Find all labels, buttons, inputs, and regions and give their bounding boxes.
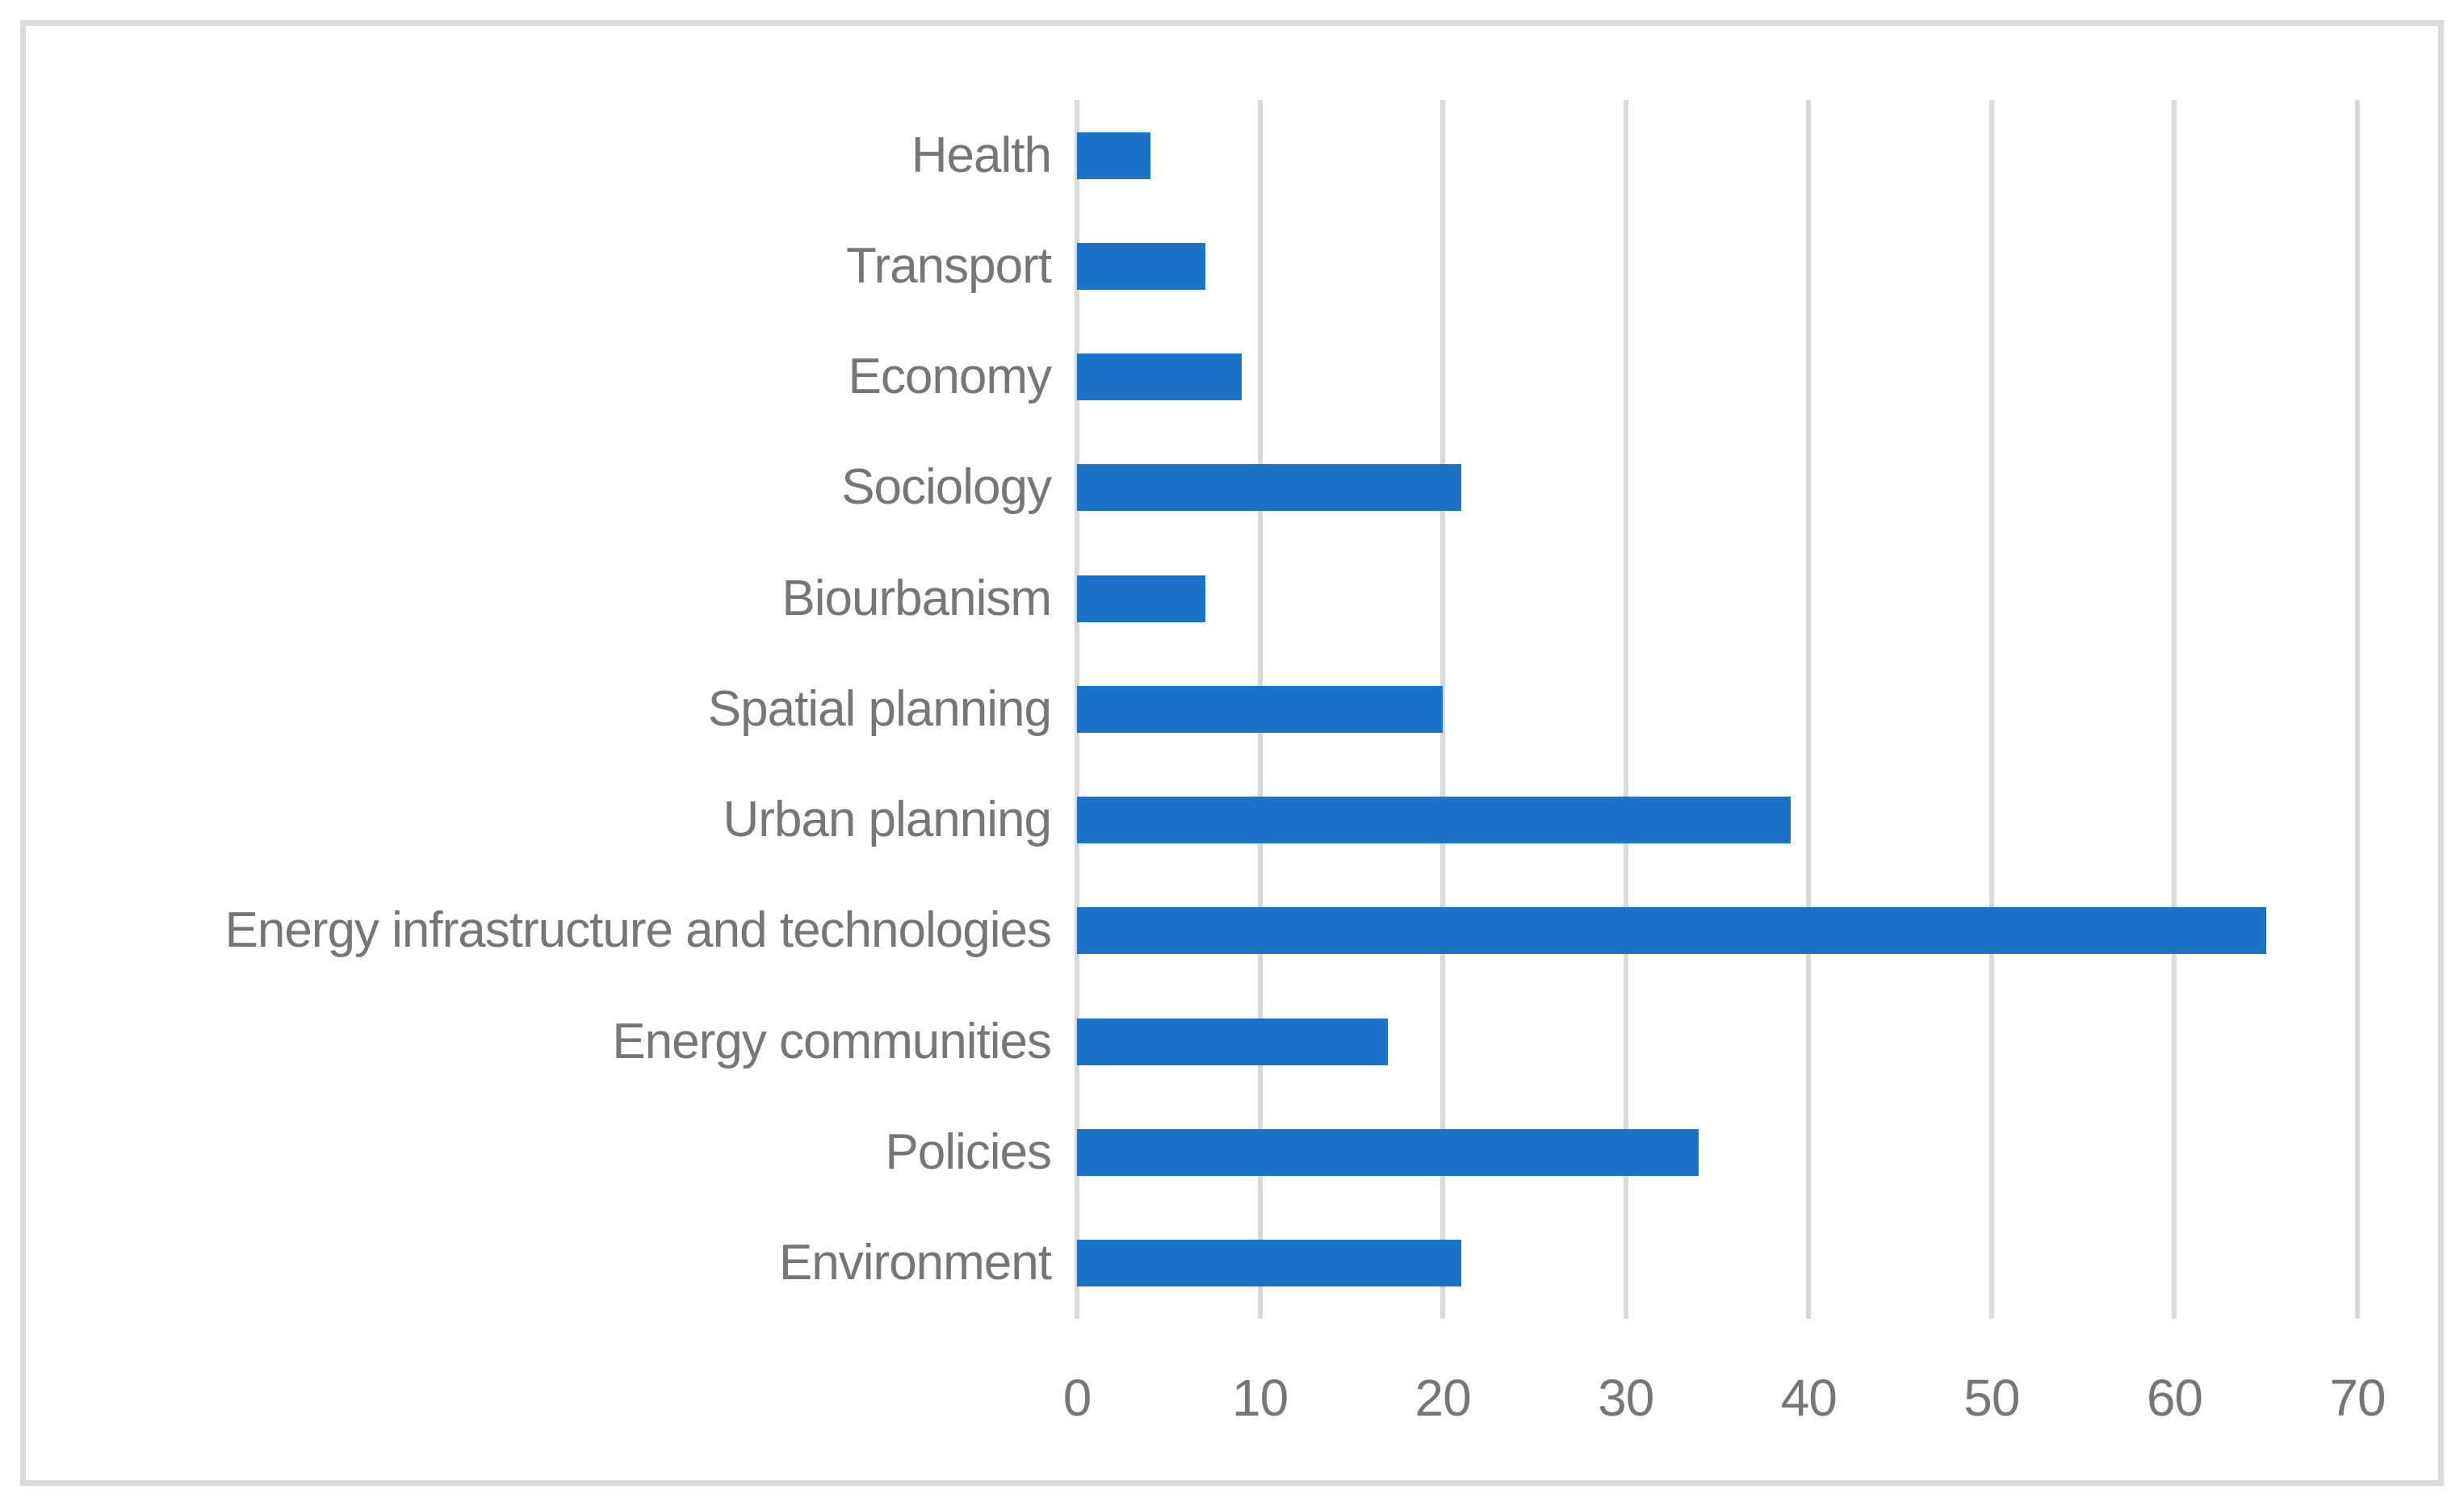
bar-row-energy-infrastructure-and-technologies [1077,876,2357,986]
bar-row-transport [1077,211,2357,321]
category-label-row-economy: Economy [26,322,1052,433]
bar-economy [1077,353,1242,401]
category-label-transport: Transport [845,237,1052,294]
x-tick-label-0: 0 [1062,1369,1092,1427]
category-label-energy-infrastructure-and-technologies: Energy infrastructure and technologies [224,902,1052,959]
bar-policies [1077,1129,1699,1177]
bar-series [1077,100,2357,1319]
category-label-row-environment: Environment [26,1208,1052,1319]
category-label-environment: Environment [778,1235,1052,1291]
value-axis-tick-labels: 0 10 20 30 40 50 60 70 [1063,1366,2386,1430]
x-tick-label-30: 30 [1598,1369,1654,1427]
grid-line-70 [2355,100,2360,1319]
category-label-row-energy-communities: Energy communities [26,986,1052,1097]
category-label-biourbanism: Biourbanism [782,570,1052,626]
chart-frame: Health Transport Economy Sociology Biourbani… [20,20,2444,1486]
category-label-sociology: Sociology [841,459,1052,516]
bar-transport [1077,242,1205,290]
bar-energy-infrastructure-and-technologies [1077,907,2266,955]
grid-line-50 [1988,100,1994,1319]
category-label-urban-planning: Urban planning [723,792,1052,848]
grid-line-60 [2172,100,2177,1319]
grid-line-40 [1806,100,1812,1319]
bar-row-urban-planning [1077,765,2357,876]
category-axis-labels: Health Transport Economy Sociology Biourbani… [26,100,1052,1319]
category-label-row-biourbanism: Biourbanism [26,543,1052,654]
x-tick-label-10: 10 [1231,1369,1289,1427]
bar-spatial-planning [1077,685,1444,733]
bar-biourbanism [1077,575,1205,622]
bar-energy-communities [1077,1018,1389,1065]
plot-area [1075,100,2360,1319]
bar-row-energy-communities [1077,986,2357,1097]
bar-sociology [1077,464,1461,512]
bar-row-sociology [1077,433,2357,543]
category-label-energy-communities: Energy communities [612,1013,1052,1069]
x-tick-label-40: 40 [1780,1369,1838,1427]
bar-health [1077,132,1150,179]
category-label-row-urban-planning: Urban planning [26,765,1052,876]
category-label-policies: Policies [885,1124,1052,1181]
bar-row-policies [1077,1097,2357,1207]
category-label-row-transport: Transport [26,211,1052,321]
bar-urban-planning [1077,797,1791,844]
category-label-row-energy-infrastructure-and-technologies: Energy infrastructure and technologies [26,876,1052,986]
bar-row-economy [1077,322,2357,433]
category-label-row-spatial-planning: Spatial planning [26,654,1052,764]
category-label-row-sociology: Sociology [26,433,1052,543]
category-label-row-policies: Policies [26,1097,1052,1207]
x-tick-label-60: 60 [2146,1369,2203,1427]
bar-row-health [1077,100,2357,211]
grid-line-30 [1623,100,1628,1319]
x-tick-label-20: 20 [1414,1369,1472,1427]
bar-row-environment [1077,1208,2357,1319]
bar-row-biourbanism [1077,543,2357,654]
category-label-row-health: Health [26,100,1052,211]
bar-row-spatial-planning [1077,654,2357,764]
grid-line-20 [1440,100,1446,1319]
category-label-health: Health [911,127,1052,183]
x-tick-label-70: 70 [2329,1369,2386,1427]
bar-environment [1077,1240,1461,1287]
x-tick-label-50: 50 [1963,1369,2020,1427]
category-label-economy: Economy [848,349,1052,405]
category-label-spatial-planning: Spatial planning [707,680,1052,737]
